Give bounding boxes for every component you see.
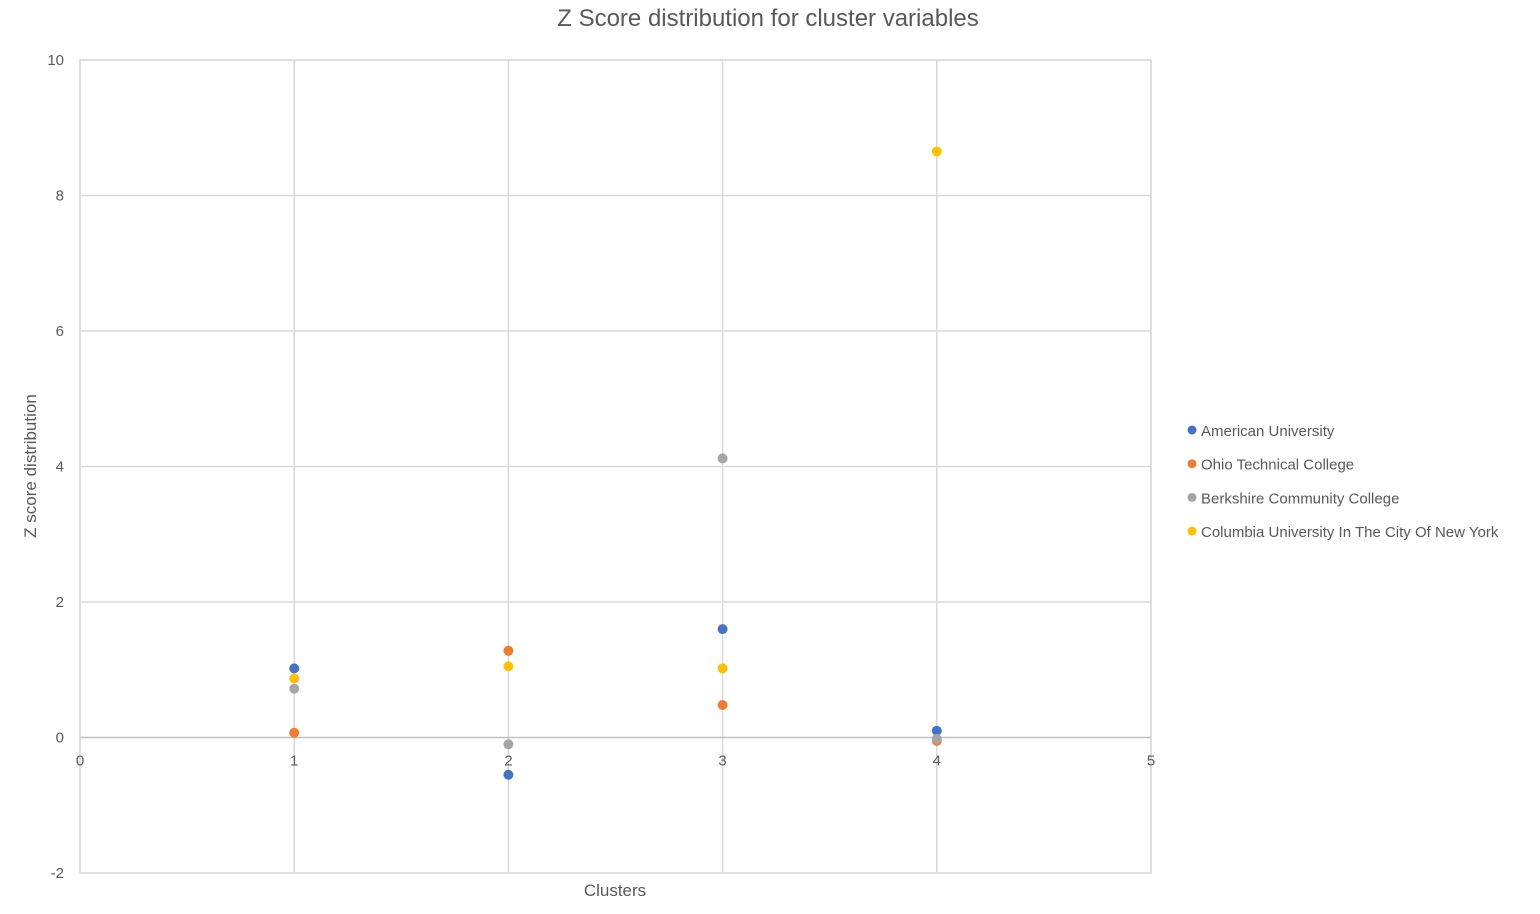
x-tick-label: 5 [1147,753,1155,770]
legend-marker [1187,492,1197,502]
y-axis-title: Z score distribution [21,394,40,538]
legend-label: Columbia University In The City Of New Y… [1201,524,1499,541]
axis-ticks: 0 1 2 3 4 5 -2 0 2 4 6 8 10 [47,52,1155,882]
data-point [289,663,300,674]
legend-marker [1187,459,1197,469]
data-point [717,663,728,674]
data-point [931,733,942,744]
data-point [503,645,514,656]
legend-label: Ohio Technical College [1201,457,1354,474]
x-tick-label: 3 [718,753,726,770]
x-tick-label: 2 [504,753,512,770]
legend-marker [1187,425,1197,435]
data-point [931,725,942,736]
y-tick-label: 8 [56,188,64,205]
chart-title: Z Score distribution for cluster variabl… [557,5,979,32]
data-point [717,699,728,710]
plot-area [79,59,1152,874]
y-tick-label: 0 [56,730,64,747]
x-tick-label: 4 [933,753,941,770]
y-tick-label: -2 [51,865,64,882]
x-tick-label: 0 [76,753,84,770]
data-point [931,146,942,157]
legend-marker [1187,526,1197,536]
y-tick-label: 6 [56,323,64,340]
data-point [289,727,300,738]
legend-label: Berkshire Community College [1201,490,1399,507]
data-point [717,453,728,464]
data-point [289,683,300,694]
legend-label: American University [1201,423,1335,440]
data-point [717,624,728,635]
data-point [503,769,514,780]
y-tick-label: 2 [56,594,64,611]
data-point [503,739,514,750]
legend: American University Ohio Technical Colleg… [1187,423,1499,541]
y-tick-label: 10 [47,52,64,69]
gridlines [79,59,1152,874]
x-tick-label: 1 [290,753,298,770]
data-point [503,661,514,672]
data-point [289,673,300,684]
x-axis-title: Clusters [584,881,646,900]
y-tick-label: 4 [56,459,64,476]
data-points [289,146,942,780]
